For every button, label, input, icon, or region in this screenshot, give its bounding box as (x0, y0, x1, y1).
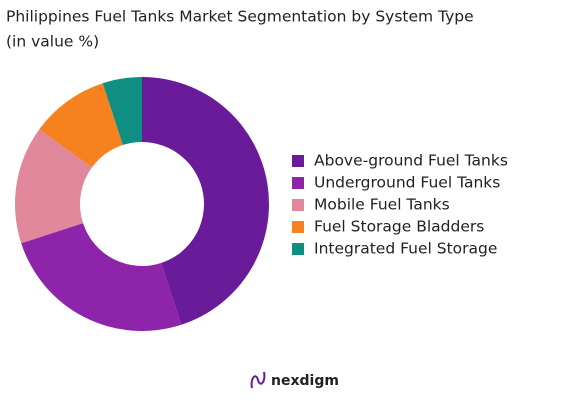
legend-label: Integrated Fuel Storage (314, 240, 497, 258)
legend-label: Underground Fuel Tanks (314, 174, 500, 192)
brand-name: nexdigm (271, 373, 339, 389)
chart-subtitle: (in value %) (6, 33, 99, 51)
legend-label: Fuel Storage Bladders (314, 218, 484, 236)
donut-slice (102, 77, 142, 146)
legend-swatch (292, 243, 304, 255)
legend-swatch (292, 221, 304, 233)
legend-label: Mobile Fuel Tanks (314, 196, 450, 214)
legend-label: Above-ground Fuel Tanks (314, 152, 508, 170)
legend-swatch (292, 177, 304, 189)
donut-slice (21, 223, 182, 331)
donut-slice (142, 77, 269, 325)
legend-swatch (292, 199, 304, 211)
brand-logo: nexdigm (250, 371, 339, 389)
donut-slice (14, 129, 92, 244)
brand-icon (250, 371, 266, 389)
legend-swatch (292, 155, 304, 167)
chart-title: Philippines Fuel Tanks Market Segmentati… (6, 8, 474, 26)
donut-slice (39, 83, 123, 168)
